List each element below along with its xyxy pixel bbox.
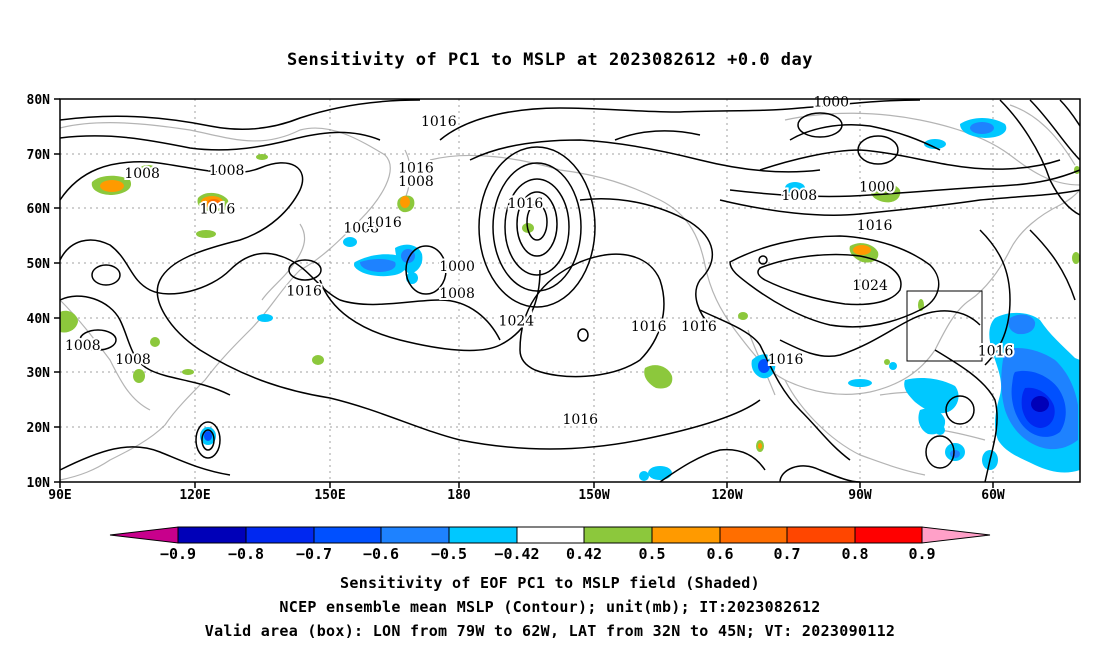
lat-label: 20N [27, 421, 51, 436]
lon-label: 150E [314, 488, 345, 503]
colorbar-labels: −0.9 −0.8 −0.7 −0.6 −0.5 −0.42 0.42 0.5 … [160, 545, 936, 563]
colorbar-bin [786, 526, 856, 544]
lon-label: 180 [447, 488, 471, 503]
colorbar-bin [516, 526, 585, 544]
lat-label: 10N [27, 476, 51, 491]
contour-label: 1016 [200, 201, 236, 217]
caption-valid-area: Valid area (box): LON from 79W to 62W, L… [204, 622, 896, 640]
contour-label: 1024 [852, 278, 888, 294]
map-title: Sensitivity of PC1 to MSLP at 2023082612… [286, 50, 813, 70]
contour-label: 1000 [439, 259, 475, 275]
lon-label: 150W [578, 488, 609, 503]
colorbar-label: 0.7 [773, 545, 800, 563]
lon-axis-labels: 90E 120E 150E 180 150W 120W 90W 60W [48, 488, 1005, 503]
colorbar-bin [448, 526, 518, 544]
colorbar-label: −0.7 [296, 545, 332, 563]
lat-label: 50N [27, 257, 51, 272]
shaded-sensitivity [60, 118, 1080, 481]
lon-label: 90W [848, 488, 872, 503]
contour-label: 1008 [343, 221, 379, 237]
colorbar-label: −0.8 [228, 545, 264, 563]
lon-label: 60W [981, 488, 1005, 503]
contour-label: 1016 [631, 319, 667, 335]
colorbar-bin [313, 526, 382, 544]
contour-label: 1008 [209, 163, 245, 179]
caption-shading: Sensitivity of EOF PC1 to MSLP field (Sh… [340, 574, 760, 592]
colorbar-low-arrow [109, 526, 179, 544]
lon-label: 120E [179, 488, 210, 503]
contour-label: 1008 [439, 286, 475, 302]
colorbar-label: −0.5 [431, 545, 467, 563]
contour-label: 1016 [978, 344, 1014, 360]
colorbar-label: 0.9 [908, 545, 935, 563]
lat-label: 70N [27, 148, 51, 163]
lat-axis-labels: 80N 70N 60N 50N 40N 30N 20N 10N [27, 93, 51, 491]
lat-label: 80N [27, 93, 51, 108]
colorbar-label: 0.8 [841, 545, 868, 563]
contour-label: 1024 [499, 314, 535, 330]
colorbar [109, 526, 991, 544]
contour-label: 1016 [421, 114, 457, 130]
colorbar-bin [245, 526, 315, 544]
colorbar-bin [651, 526, 721, 544]
colorbar-high-arrow [921, 526, 991, 544]
lon-label: 90E [48, 488, 71, 503]
contour-label: 1016 [562, 412, 598, 428]
lon-label: 120W [711, 488, 742, 503]
plot-frame [59, 98, 1081, 483]
valid-area-box [906, 290, 983, 362]
contour-label: 1016 [398, 160, 434, 176]
colorbar-bin [380, 526, 450, 544]
colorbar-bin [177, 526, 247, 544]
lat-label: 30N [27, 366, 51, 381]
contour-label: 1016 [681, 319, 717, 335]
contour-label: 1008 [65, 338, 101, 354]
colorbar-label: −0.6 [363, 545, 399, 563]
contour-label: 1016 [768, 352, 804, 368]
contour-label: 1008 [124, 166, 160, 182]
colorbar-label: 0.6 [706, 545, 733, 563]
colorbar-label: 0.42 [566, 545, 602, 563]
colorbar-bin [719, 526, 788, 544]
lat-label: 40N [27, 312, 51, 327]
contour-label: 1008 [398, 174, 434, 190]
contour-label: 1000 [813, 95, 849, 111]
mslp-contours [59, 99, 1081, 483]
colorbar-label: −0.9 [160, 545, 196, 563]
lat-label: 60N [27, 202, 51, 217]
contour-label: 1000 [859, 180, 895, 196]
colorbar-bin [854, 526, 923, 544]
colorbar-label: −0.42 [494, 545, 539, 563]
contour-label: 1008 [782, 188, 818, 204]
colorbar-label: 0.5 [638, 545, 665, 563]
colorbar-bin [583, 526, 653, 544]
contour-label: 1016 [366, 215, 402, 231]
caption-contour: NCEP ensemble mean MSLP (Contour); unit(… [279, 598, 821, 616]
tick-marks [54, 98, 994, 488]
graticule [60, 99, 1080, 482]
contour-label: 1008 [115, 352, 151, 368]
contour-label: 1016 [508, 196, 544, 212]
contour-label: 1016 [286, 284, 322, 300]
contour-label: 1016 [857, 218, 893, 234]
